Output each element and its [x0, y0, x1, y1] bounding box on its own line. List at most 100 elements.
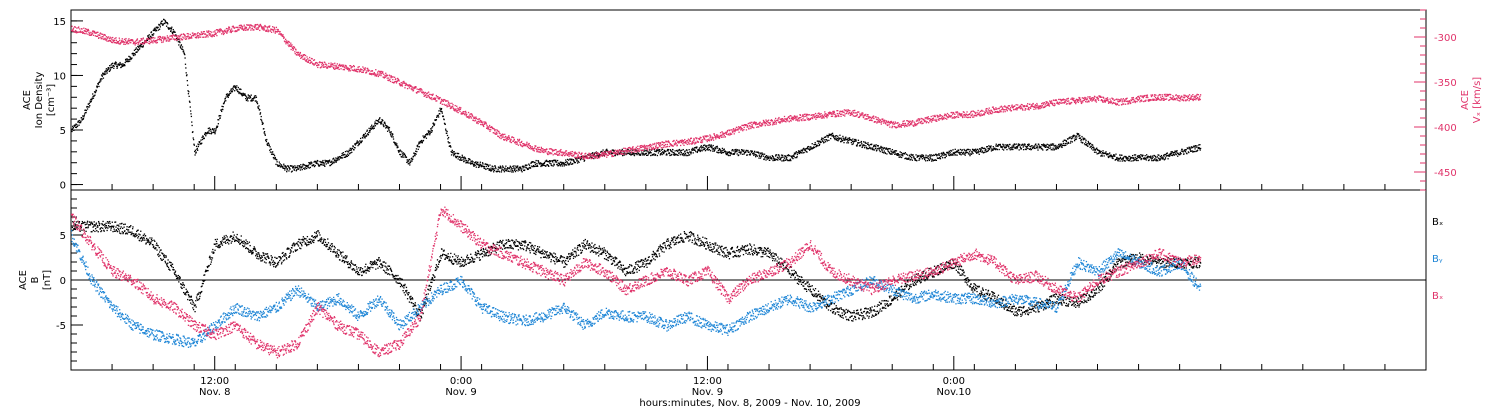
data-point-pink [685, 142, 687, 144]
data-point-pink [653, 148, 655, 150]
data-point-pink [87, 28, 89, 31]
data-point-pink [251, 27, 254, 30]
data-point-pink [132, 40, 134, 42]
data-point-black [1197, 147, 1200, 149]
data-point-black [1040, 146, 1042, 148]
data-point-pink [173, 38, 176, 40]
data-point-pink [363, 67, 365, 69]
data-point-black [417, 148, 419, 150]
data-point-pink [109, 36, 111, 38]
data-point-black [977, 148, 979, 151]
data-point-black [150, 35, 152, 37]
x-tick-time: 12:00 [693, 376, 722, 387]
data-point-black [912, 154, 914, 156]
data-point-pink [493, 132, 495, 134]
data-point-black [510, 169, 512, 171]
data-point-pink [425, 96, 428, 98]
data-point-pink [589, 153, 592, 155]
data-point-black [578, 157, 580, 159]
data-point-black [370, 126, 372, 128]
data-point-pink [518, 138, 521, 141]
data-point-black [831, 135, 833, 137]
data-point-pink [248, 27, 251, 29]
data-point-pink [103, 38, 105, 41]
data-point-pink [225, 31, 227, 33]
data-point-black [855, 140, 857, 142]
data-point-pink [612, 155, 615, 157]
data-point-pink [473, 116, 475, 118]
data-point-pink [600, 151, 603, 154]
data-point-black [84, 109, 86, 111]
data-point-black [699, 150, 701, 153]
data-point-black [1084, 144, 1086, 146]
data-point-black [583, 160, 585, 162]
data-point-black [874, 144, 876, 146]
data-point-pink [541, 150, 544, 152]
data-point-pink [244, 27, 246, 29]
data-point-black [807, 146, 809, 148]
data-point-black [1184, 149, 1186, 151]
data-point-black [698, 149, 700, 151]
data-point-black [76, 125, 79, 127]
data-point-black [629, 152, 632, 154]
data-point-black [929, 158, 932, 160]
data-point-black [238, 88, 241, 90]
data-point-pink [221, 33, 223, 35]
data-point-pink [470, 113, 472, 115]
data-point-pink [582, 156, 584, 158]
data-point-black [489, 164, 491, 166]
data-point-black [817, 145, 819, 147]
data-point-black [501, 165, 504, 167]
data-point-pink [657, 146, 659, 149]
data-point-black [321, 162, 324, 164]
data-point-black [507, 167, 509, 169]
data-point-pink [467, 116, 469, 118]
data-point-black [735, 148, 737, 151]
data-point-black [1002, 145, 1004, 147]
data-point-black [792, 157, 794, 160]
data-point-black [1055, 145, 1057, 148]
data-point-pink [512, 140, 514, 143]
data-point-pink [593, 155, 595, 157]
data-point-black [522, 165, 524, 167]
data-point-pink [324, 65, 326, 68]
data-point-black [925, 154, 927, 156]
data-point-black [930, 155, 932, 157]
data-point-black [709, 144, 711, 146]
data-point-black [661, 153, 663, 156]
data-point-black [133, 52, 135, 55]
data-point-black [315, 161, 317, 163]
data-point-black [898, 154, 900, 156]
data-point-pink [703, 137, 705, 140]
data-point-black [536, 162, 538, 165]
data-point-black [754, 151, 756, 153]
data-point-black [932, 160, 934, 162]
data-point-black [194, 149, 197, 151]
data-point-black [782, 156, 784, 158]
data-point-pink [417, 91, 419, 93]
data-point-black [200, 139, 202, 141]
data-point-pink [214, 30, 216, 32]
data-point-black [425, 134, 427, 136]
data-point-black [465, 159, 467, 162]
data-point-black [1001, 148, 1004, 150]
data-point-pink [352, 69, 354, 71]
data-point-black [255, 96, 258, 98]
data-point-black [940, 155, 942, 158]
data-point-black [1062, 144, 1064, 147]
data-point-pink [131, 39, 134, 41]
data-point-pink [585, 154, 588, 157]
data-point-pink [330, 64, 332, 66]
data-point-black [374, 123, 376, 125]
data-point-pink [419, 88, 421, 91]
data-point-black [1174, 151, 1176, 153]
data-point-black [167, 23, 169, 25]
data-point-black [837, 135, 839, 137]
data-point-pink [415, 86, 417, 89]
data-point-black [856, 144, 858, 146]
data-point-pink [671, 145, 674, 147]
data-point-black [600, 151, 602, 153]
data-point-pink [452, 107, 455, 109]
data-point-black [382, 119, 384, 122]
data-point-pink [262, 27, 264, 29]
